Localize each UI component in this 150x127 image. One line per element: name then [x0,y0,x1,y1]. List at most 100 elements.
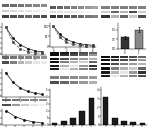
Bar [101,15,110,18]
Bar [51,65,59,67]
Bar [129,11,137,13]
Bar [61,121,67,125]
Bar [120,56,128,58]
Bar [57,11,63,13]
Bar [33,15,40,18]
Bar [25,10,32,12]
Bar [2,56,9,59]
Bar [129,75,137,77]
Bar [140,123,145,125]
Bar [111,71,119,74]
Bar [111,56,119,58]
Bar [41,56,47,59]
Bar [21,99,29,101]
Bar [71,11,77,13]
Bar [41,10,47,12]
Bar [89,61,97,63]
Bar [30,99,38,101]
Bar [103,97,108,125]
Bar [51,81,59,84]
Bar [57,6,63,9]
Bar [121,37,129,49]
Bar [60,54,69,56]
Bar [92,11,98,13]
Bar [18,10,24,12]
Bar [51,58,59,60]
Bar [33,56,40,59]
Bar [138,67,146,70]
Bar [70,76,78,79]
Bar [70,118,76,125]
Bar [129,6,137,9]
Bar [120,11,128,13]
Bar [79,68,88,70]
Bar [112,118,118,125]
Bar [101,59,110,61]
Bar [50,11,56,13]
Bar [25,61,32,64]
Bar [138,59,146,61]
Bar [39,99,47,101]
Bar [120,59,128,61]
Bar [129,67,137,70]
Bar [33,4,40,7]
Bar [138,71,146,74]
Bar [41,15,47,18]
Bar [2,99,11,101]
Bar [25,15,32,18]
Bar [33,10,40,12]
Bar [52,123,57,125]
Bar [2,15,9,18]
Bar [70,81,78,84]
Bar [60,61,69,63]
Bar [79,65,88,67]
Bar [70,52,78,53]
Bar [89,52,97,53]
Bar [18,15,24,18]
Bar [101,11,110,13]
Bar [79,61,88,63]
Bar [64,6,70,9]
Bar [111,6,119,9]
Bar [60,52,69,53]
Bar [60,58,69,60]
Bar [57,15,63,18]
Bar [138,63,146,65]
Bar [79,76,88,79]
Bar [120,15,128,18]
Bar [12,104,20,106]
Bar [129,71,137,74]
Bar [2,4,9,7]
Bar [10,15,17,18]
Bar [64,11,70,13]
Bar [101,6,110,9]
Bar [111,63,119,65]
Bar [79,81,88,84]
Bar [39,104,47,106]
Bar [92,15,98,18]
Bar [79,52,88,53]
Bar [30,104,38,106]
Bar [101,71,110,74]
Bar [111,11,119,13]
Bar [60,81,69,84]
Bar [101,75,110,77]
Bar [64,15,70,18]
Bar [70,68,78,70]
Bar [78,15,84,18]
Bar [89,58,97,60]
Bar [80,111,85,125]
Bar [70,61,78,63]
Bar [18,56,24,59]
Bar [71,6,77,9]
Bar [18,4,24,7]
Bar [135,30,143,49]
Bar [51,52,59,53]
Bar [129,59,137,61]
Bar [2,61,9,64]
Bar [130,122,136,125]
Bar [50,15,56,18]
Bar [129,63,137,65]
Bar [51,76,59,79]
Bar [138,6,146,9]
